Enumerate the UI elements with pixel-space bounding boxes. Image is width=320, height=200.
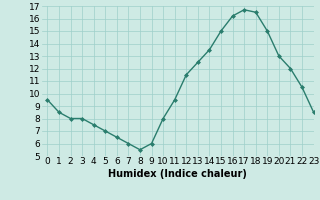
X-axis label: Humidex (Indice chaleur): Humidex (Indice chaleur)	[108, 169, 247, 179]
